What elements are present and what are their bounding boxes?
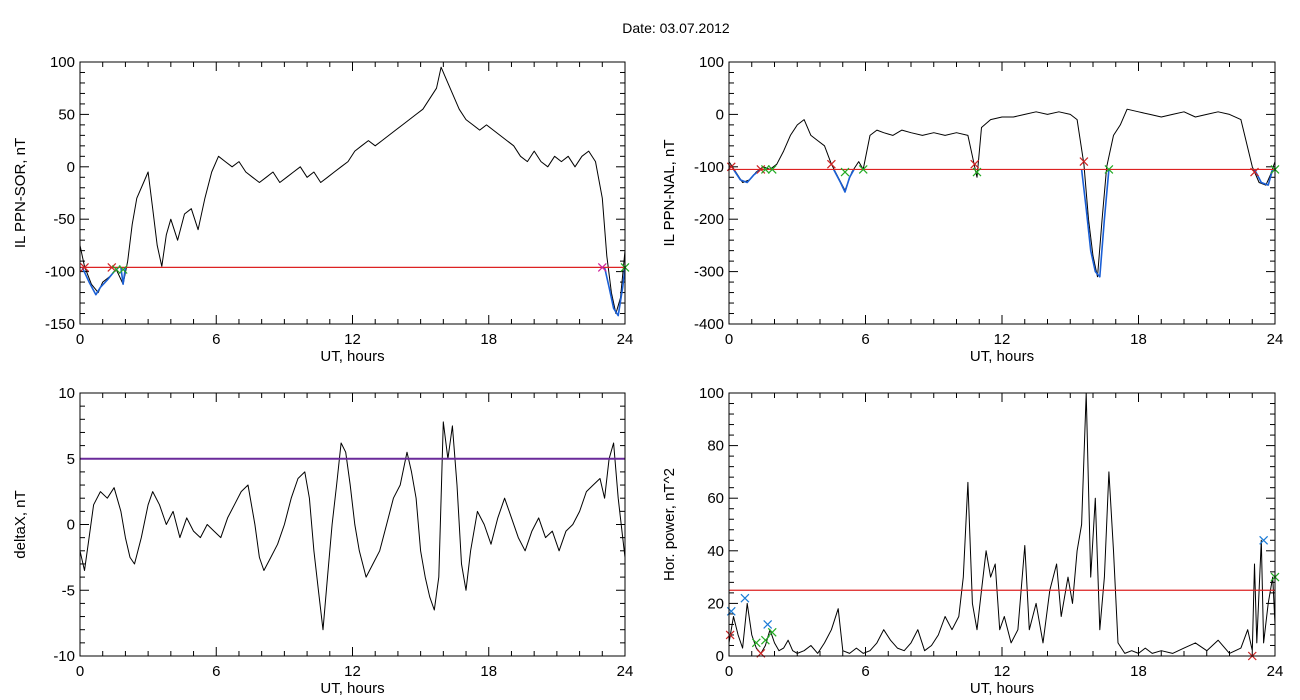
y-tick-label: 20: [707, 595, 724, 612]
y-tick-label: 50: [58, 106, 75, 123]
cross-marker: [1259, 535, 1269, 545]
x-tick-label: 12: [994, 331, 1011, 348]
cross-marker: [760, 635, 770, 645]
cross-marker: [858, 164, 868, 174]
cross-marker: [597, 262, 607, 272]
y-tick-label: -400: [694, 316, 724, 333]
x-tick-label: 0: [725, 331, 733, 348]
x-tick-label: 6: [861, 331, 869, 348]
highlight-segment-line: [120, 267, 127, 285]
cross-marker: [118, 265, 128, 274]
highlight-segment-line: [603, 267, 625, 317]
x-tick-label: 0: [76, 331, 84, 348]
plot-frame: [728, 392, 1276, 657]
y-tick-label: -100: [45, 264, 75, 281]
x-tick-label: 24: [1267, 663, 1284, 680]
x-tick-label: 24: [617, 663, 634, 680]
highlight-segment-line: [832, 169, 855, 193]
cross-marker: [760, 164, 770, 174]
plot-area: [729, 393, 1275, 654]
x-tick-label: 12: [344, 663, 361, 680]
series-line: [80, 66, 625, 314]
y-tick-label: 5: [67, 451, 75, 468]
figure-date-title: Date: 03.07.2012: [622, 20, 730, 36]
y-tick-label: 0: [67, 159, 75, 176]
cross-marker: [826, 159, 836, 169]
y-tick-label: 80: [707, 438, 724, 455]
cross-marker: [725, 630, 735, 640]
cross-marker: [763, 620, 773, 629]
y-tick-label: -300: [694, 264, 724, 281]
y-tick-label: -50: [53, 211, 75, 228]
y-tick-label: 0: [716, 106, 724, 123]
x-tick-label: 0: [725, 663, 733, 680]
x-axis-label: UT, hours: [320, 348, 384, 365]
highlight-segment-line: [1080, 169, 1110, 278]
plot-area: [729, 108, 1275, 278]
y-tick-label: -5: [62, 582, 75, 599]
x-tick-label: 18: [1130, 663, 1147, 680]
cross-marker: [767, 164, 777, 174]
y-tick-label: 60: [707, 490, 724, 507]
y-tick-label: 100: [50, 54, 75, 71]
cross-marker: [740, 593, 750, 603]
x-tick-label: 6: [212, 663, 220, 680]
plot-frame: [728, 61, 1276, 325]
y-axis-label: deltaX, nT: [12, 490, 29, 558]
cross-marker: [972, 167, 982, 177]
cross-marker: [1250, 167, 1259, 177]
x-axis-label: UT, hours: [970, 348, 1034, 365]
y-tick-label: 0: [67, 517, 75, 534]
cross-marker: [111, 265, 121, 274]
chart-panel-deltax: 0 6 12 18 24 -10 -5 0 5 10 UT, hours deltaX, nT: [12, 385, 633, 697]
plot-area: [80, 421, 625, 631]
y-tick-label: -150: [45, 316, 75, 333]
series-line: [729, 108, 1275, 278]
x-tick-label: 0: [76, 663, 84, 680]
series-line: [80, 421, 625, 631]
cross-marker: [1079, 157, 1089, 166]
y-tick-label: -200: [694, 211, 724, 228]
x-tick-label: 12: [994, 663, 1011, 680]
cross-marker: [107, 262, 117, 272]
cross-marker: [80, 262, 89, 272]
y-tick-label: -100: [694, 159, 724, 176]
plot-area: [80, 66, 625, 317]
highlight-segment-line: [732, 168, 762, 184]
x-tick-label: 24: [1267, 331, 1284, 348]
y-tick-label: 40: [707, 543, 724, 560]
y-tick-label: 100: [699, 54, 724, 71]
chart-panel-il-ppn-nal: 0 6 12 18 24 -400 -300 -200 -100 0 100 UT, hours IL …: [661, 54, 1283, 365]
y-tick-label: 100: [699, 385, 724, 402]
cross-marker: [970, 159, 980, 169]
x-tick-label: 24: [617, 331, 634, 348]
x-tick-label: 18: [480, 331, 497, 348]
x-axis-label: UT, hours: [320, 680, 384, 697]
chart-panel-il-ppn-sor: 0 6 12 18 24 -150 -100 -50 0 50 100 UT, hours IL PPN…: [12, 54, 633, 365]
y-tick-label: 10: [58, 385, 75, 402]
x-tick-label: 6: [861, 663, 869, 680]
cross-marker: [751, 638, 761, 648]
cross-marker: [840, 167, 850, 177]
x-tick-label: 18: [480, 663, 497, 680]
plot-frame: [79, 61, 626, 325]
y-axis-label: IL PPN-NAL, nT: [661, 140, 678, 247]
x-axis-label: UT, hours: [970, 680, 1034, 697]
x-tick-label: 18: [1130, 331, 1147, 348]
cross-marker: [1104, 164, 1114, 174]
cross-marker: [767, 627, 777, 637]
y-axis-label: IL PPN-SOR, nT: [12, 138, 29, 248]
x-tick-label: 6: [212, 331, 220, 348]
y-tick-label: -10: [53, 648, 75, 665]
series-line: [729, 393, 1275, 654]
y-tick-label: 0: [716, 648, 724, 665]
chart-panel-hor-power: 0 6 12 18 24 0 20 40 60 80 100 UT, hours Hor. power,…: [661, 385, 1283, 697]
y-axis-label: Hor. power, nT^2: [661, 468, 678, 581]
plot-frame: [79, 392, 626, 657]
x-tick-label: 12: [344, 331, 361, 348]
